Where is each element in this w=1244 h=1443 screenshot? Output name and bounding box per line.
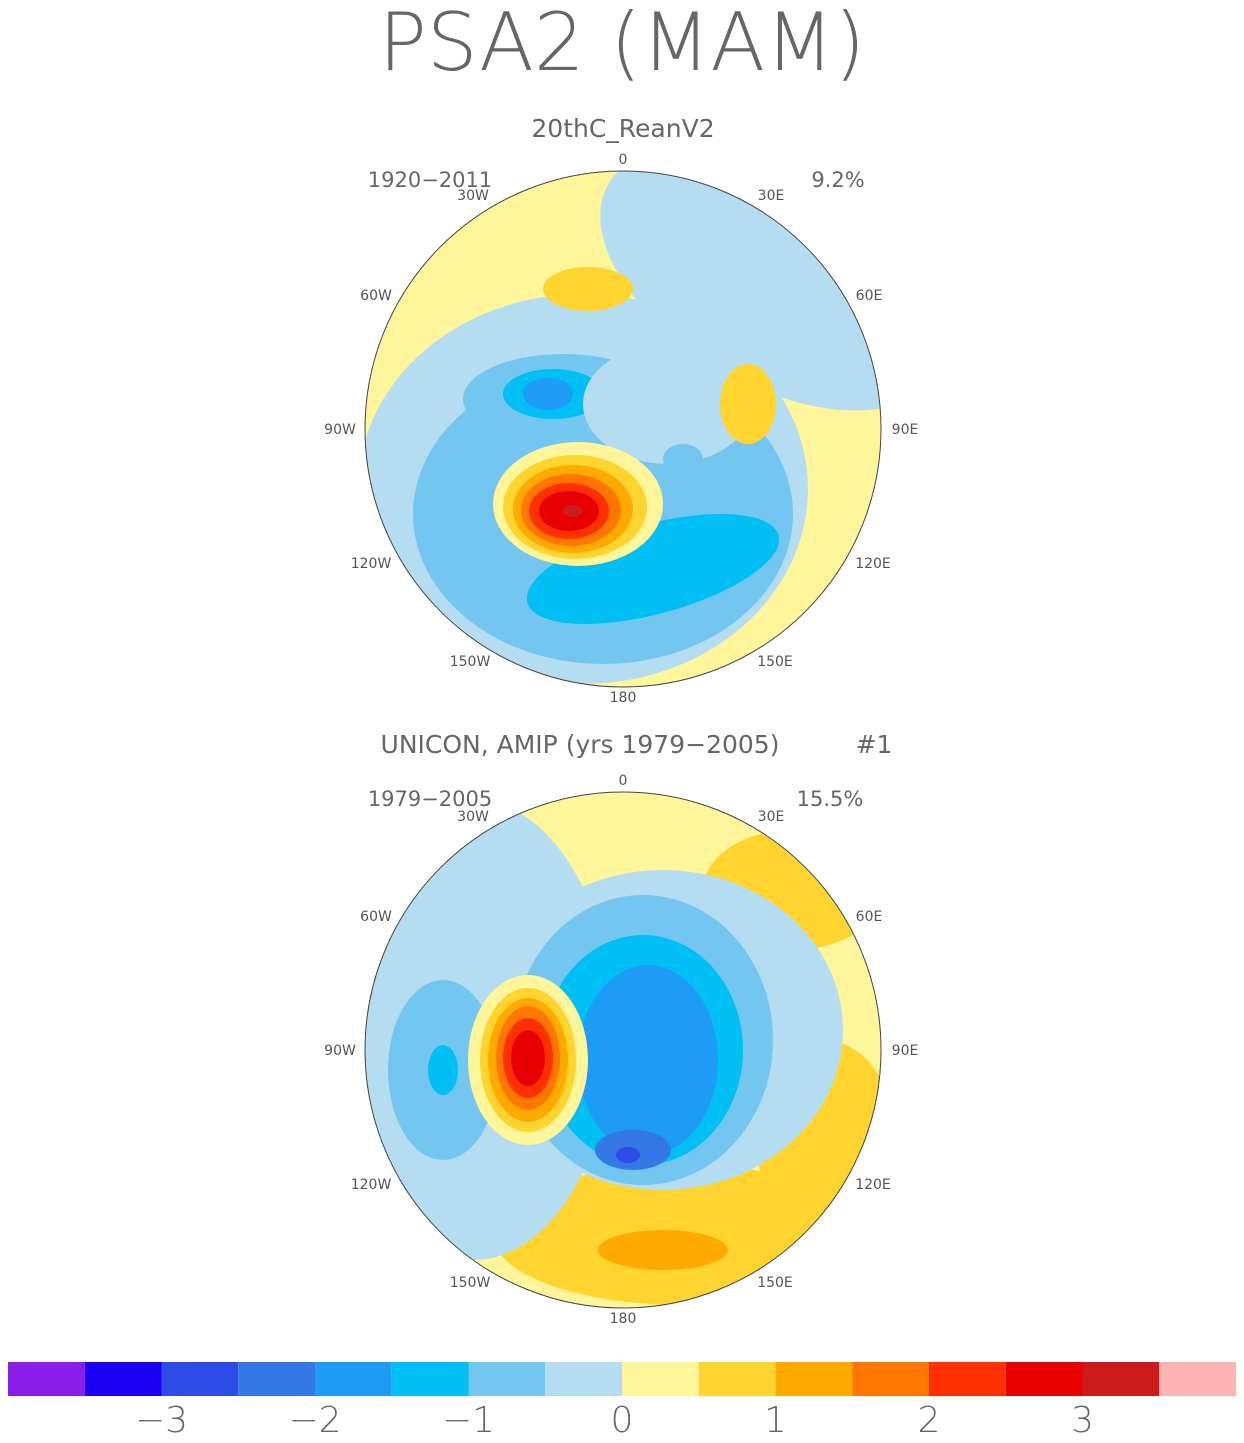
longitude-label: 180 [610,1311,637,1327]
longitude-label: 60W [360,288,392,304]
run-label: #1 [856,730,893,759]
longitude-label: 90E [892,422,919,438]
longitude-label: 120E [855,556,891,572]
panel-title: UNICON, AMIP (yrs 1979−2005) [381,730,780,759]
longitude-label: 120E [855,1177,891,1193]
longitude-label: 60E [856,288,883,304]
period: 1920−2011 [368,168,492,192]
colorbar-tick-label: 1 [764,1400,787,1441]
colorbar-box [315,1362,392,1396]
longitude-label: 30E [758,809,785,825]
colorbar-tick-label: 3 [1071,1400,1094,1441]
colorbar-box [8,1362,85,1396]
colorbar-box [698,1362,776,1396]
colorbar-tick-label: 2 [918,1400,941,1441]
longitude-label: 90W [324,1043,356,1059]
longitude-label: 90E [892,1043,919,1059]
colorbar-box [1082,1362,1160,1396]
colorbar-box [468,1362,546,1396]
longitude-label: 0 [619,773,628,789]
longitude-label: 30W [457,809,489,825]
map: 0 30E 60E 90E 120E 150E 180 150W 120W 90W 60W 30W [324,152,919,706]
figure-title: PSA2 (MAM) [379,0,866,89]
colorbar-box [545,1362,622,1396]
colorbar-tick-label: −2 [288,1400,341,1441]
variance: 9.2% [811,168,864,192]
longitude-label: 60E [856,909,883,925]
colorbar-box [391,1362,469,1396]
panel-title: 20thC_ReanV2 [531,114,714,143]
colorbar: −3 −2 −1 0 1 2 3 [8,1362,1236,1441]
colorbar-box [1159,1362,1236,1396]
colorbar-box [84,1362,162,1396]
colorbar-box [1005,1362,1083,1396]
colorbar-box [622,1362,699,1396]
longitude-label: 30E [758,188,785,204]
colorbar-box [929,1362,1006,1396]
colorbar-box [161,1362,239,1396]
colorbar-box [238,1362,315,1396]
longitude-label: 180 [610,690,637,706]
period: 1979−2005 [368,787,492,811]
longitude-label: 0 [619,152,628,168]
colorbar-tick-label: −3 [135,1400,188,1441]
longitude-label: 120W [351,556,392,572]
longitude-label: 90W [324,422,356,438]
longitude-label: 60W [360,909,392,925]
longitude-label: 120W [351,1177,392,1193]
colorbar-tick-label: 0 [611,1400,634,1441]
longitude-label: 150W [450,654,491,670]
colorbar-box [775,1362,853,1396]
map: 0 30E 60E 90E 120E 150E 180 150W 120W 90W 60W 30W [324,773,918,1327]
longitude-label: 150E [757,1275,793,1291]
colorbar-tick-label: −1 [442,1400,495,1441]
longitude-label: 150W [450,1275,491,1291]
variance: 15.5% [797,787,864,811]
colorbar-box [852,1362,929,1396]
longitude-label: 150E [757,654,793,670]
longitude-label: 30W [457,188,489,204]
